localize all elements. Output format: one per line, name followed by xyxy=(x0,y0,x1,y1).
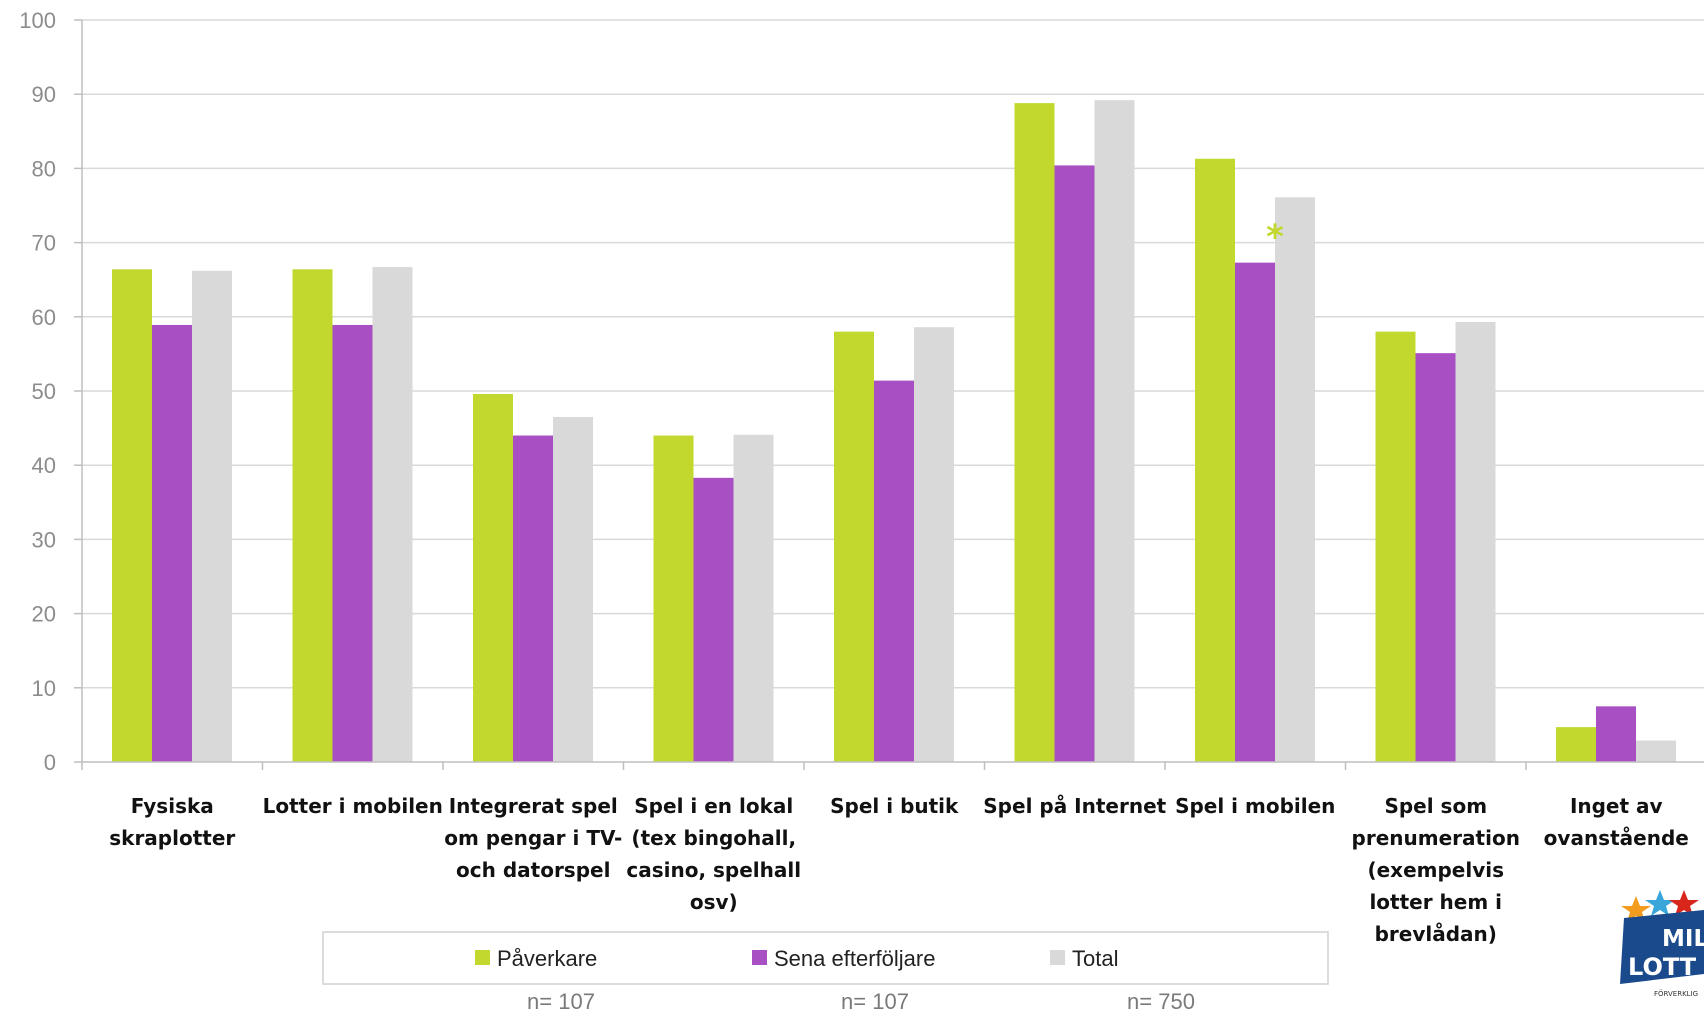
bar xyxy=(192,270,232,762)
x-category-label: Spel i butik xyxy=(830,794,959,818)
blue-star-icon xyxy=(1645,890,1675,916)
bar xyxy=(1235,262,1275,762)
y-tick-label: 80 xyxy=(32,156,56,181)
logo-badge xyxy=(1620,910,1704,984)
bar xyxy=(292,269,333,762)
x-category-label: Spel i en lokal (tex bingohall, casino, sp… xyxy=(626,794,801,914)
y-tick-label: 70 xyxy=(32,231,56,256)
sample-size-label: n= 107 xyxy=(841,989,909,1014)
millionlotteriet-logo: MIL LOTT FÖRVERKLIG xyxy=(1620,890,1704,998)
bar xyxy=(1054,165,1095,762)
bar xyxy=(1596,706,1636,762)
y-tick-label: 90 xyxy=(32,82,56,107)
y-tick-label: 100 xyxy=(19,8,56,33)
bar xyxy=(1014,103,1055,762)
x-category-label: Integrerat spel om pengar i TV-och dators… xyxy=(444,794,622,882)
x-category-label: Spel på Internet xyxy=(983,794,1166,818)
bar xyxy=(1455,321,1496,762)
bar xyxy=(152,324,192,762)
axes xyxy=(81,20,1704,770)
significance-asterisk: * xyxy=(1266,217,1284,257)
logo-word-bottom: LOTT xyxy=(1628,953,1697,981)
bar xyxy=(914,327,954,762)
logo-tagline: FÖRVERKLIG xyxy=(1654,989,1698,998)
sample-size-label: n= 750 xyxy=(1127,989,1195,1014)
y-axis-ticks: 0 10 20 30 40 50 60 70 80 90 100 xyxy=(19,8,82,775)
bar xyxy=(1556,727,1596,762)
orange-star-icon xyxy=(1621,896,1651,922)
x-category-label: Spel som prenumeration (exempelvis lotter h… xyxy=(1352,794,1520,946)
bar xyxy=(653,435,694,762)
bar xyxy=(874,380,914,762)
bar xyxy=(1375,331,1416,762)
sample-size-labels: n= 107 n= 107 n= 750 xyxy=(527,989,1195,1014)
legend: Påverkare Sena efterföljare Total xyxy=(322,931,1329,985)
bar xyxy=(733,434,774,762)
bar xyxy=(553,416,593,762)
bar xyxy=(1094,100,1135,763)
sample-size-label: n= 107 xyxy=(527,989,595,1014)
logo-word-top: MIL xyxy=(1662,926,1704,952)
y-tick-label: 10 xyxy=(32,676,56,701)
y-tick-label: 60 xyxy=(32,305,56,330)
bar xyxy=(332,324,373,762)
bar xyxy=(1415,353,1456,762)
x-category-label: Inget av ovanstående xyxy=(1544,794,1689,850)
y-tick-label: 50 xyxy=(32,379,56,404)
red-star-icon xyxy=(1669,890,1699,916)
bar xyxy=(1275,197,1315,762)
legend-swatch xyxy=(475,950,490,965)
legend-label: Påverkare xyxy=(497,946,597,971)
y-tick-label: 0 xyxy=(44,750,56,775)
bar xyxy=(513,435,553,762)
bar xyxy=(1195,158,1235,762)
x-category-label: Fysiska skraplotter xyxy=(109,794,235,850)
legend-label: Sena efterföljare xyxy=(774,946,935,971)
bar xyxy=(693,477,734,762)
annotations: * xyxy=(1266,217,1284,257)
bar xyxy=(473,393,513,762)
legend-swatch xyxy=(1050,950,1065,965)
bar xyxy=(834,331,874,762)
bar xyxy=(1636,740,1676,762)
y-tick-label: 40 xyxy=(32,453,56,478)
category-labels: Fysiska skraplotter Lotter i mobilen Integr… xyxy=(109,794,1689,946)
bar xyxy=(112,269,152,762)
x-category-label: Spel i mobilen xyxy=(1175,794,1335,818)
bars xyxy=(112,100,1676,763)
legend-swatch xyxy=(752,950,767,965)
legend-label: Total xyxy=(1072,946,1118,971)
legend-box xyxy=(322,931,1329,985)
x-category-label: Lotter i mobilen xyxy=(263,794,443,818)
y-tick-label: 30 xyxy=(32,527,56,552)
bar xyxy=(372,267,413,762)
y-tick-label: 20 xyxy=(32,602,56,627)
